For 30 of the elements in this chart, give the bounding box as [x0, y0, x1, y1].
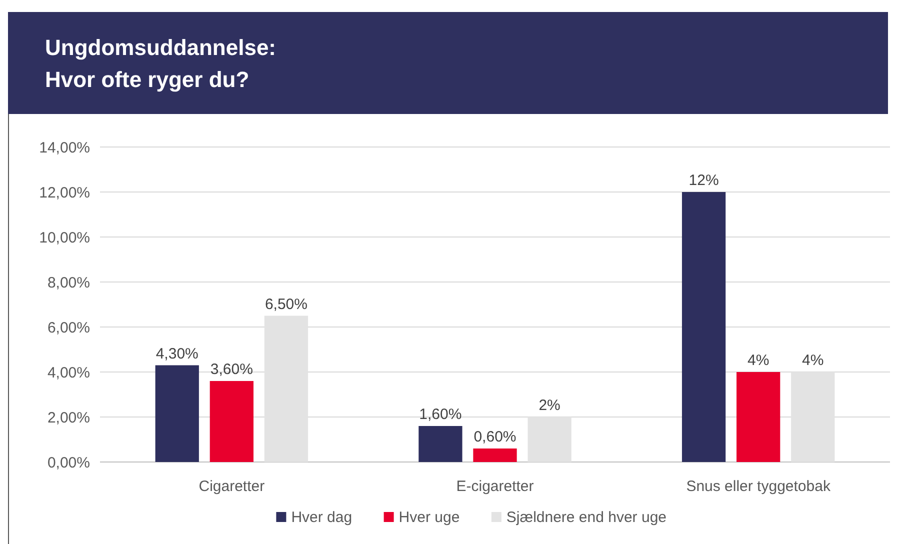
legend-label: Sjældnere end hver uge	[506, 509, 667, 526]
data-label: 12%	[688, 172, 719, 189]
bar	[155, 365, 199, 462]
chart-title: Ungdomsuddannelse: Hvor ofte ryger du?	[45, 35, 276, 92]
x-tick-label: Cigaretter	[198, 478, 265, 495]
bar	[736, 372, 780, 462]
y-tick-label: 8,00%	[47, 274, 90, 292]
data-label: 1,60%	[419, 406, 462, 423]
data-label: 4,30%	[156, 345, 198, 362]
bar	[210, 381, 254, 462]
bar	[473, 448, 517, 462]
y-tick-label: 2,00%	[47, 409, 90, 426]
y-tick-label: 0,00%	[47, 454, 90, 472]
data-label: 3,60%	[210, 361, 253, 378]
y-tick-label: 10,00%	[39, 229, 90, 246]
y-tick-label: 4,00%	[47, 364, 90, 382]
data-label: 2%	[538, 397, 560, 414]
data-label: 4%	[747, 352, 770, 369]
legend-label: Hver dag	[291, 509, 352, 526]
data-label: 0,60%	[474, 428, 516, 446]
y-tick-label: 12,00%	[39, 184, 90, 202]
bar	[418, 426, 462, 462]
x-tick-label: Snus eller tyggetobak	[686, 478, 831, 495]
data-label: 6,50%	[264, 296, 308, 313]
y-tick-label: 6,00%	[47, 319, 90, 336]
data-label: 4%	[802, 352, 824, 369]
x-tick-label: E-cigaretter	[456, 478, 534, 495]
legend-label: Hver uge	[398, 509, 460, 526]
y-tick-label: 14,00%	[39, 139, 90, 156]
bar	[682, 192, 726, 462]
